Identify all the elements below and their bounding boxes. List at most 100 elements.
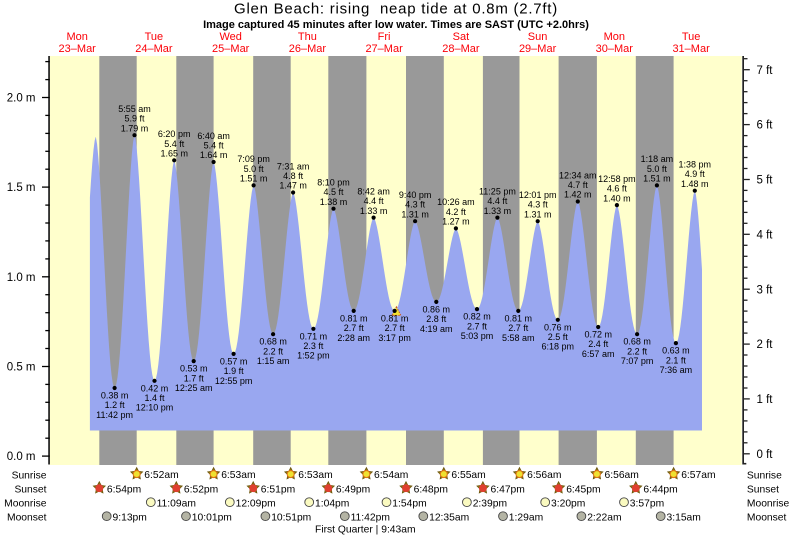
- svg-text:1.9 ft: 1.9 ft: [224, 366, 245, 376]
- svg-text:0.86 m: 0.86 m: [423, 304, 451, 314]
- svg-text:0.53 m: 0.53 m: [180, 364, 208, 374]
- svg-text:6:48pm: 6:48pm: [414, 484, 448, 495]
- svg-text:5 ft: 5 ft: [757, 175, 774, 187]
- svg-text:Sat: Sat: [453, 31, 470, 43]
- svg-text:1.64 m: 1.64 m: [200, 150, 228, 160]
- svg-text:1.48 m: 1.48 m: [681, 179, 709, 189]
- svg-text:2.7 ft: 2.7 ft: [344, 323, 365, 333]
- svg-text:Sunrise: Sunrise: [12, 470, 47, 481]
- svg-text:11:42 pm: 11:42 pm: [96, 410, 133, 420]
- svg-text:6:52pm: 6:52pm: [184, 484, 218, 495]
- svg-text:0.81 m: 0.81 m: [340, 313, 368, 323]
- svg-text:31–Mar: 31–Mar: [672, 43, 710, 55]
- svg-text:1:52 pm: 1:52 pm: [297, 351, 330, 361]
- svg-text:4:19 am: 4:19 am: [420, 324, 453, 334]
- svg-text:23–Mar: 23–Mar: [59, 43, 97, 55]
- svg-text:1:29am: 1:29am: [509, 512, 543, 523]
- svg-text:0.63 m: 0.63 m: [662, 346, 690, 356]
- svg-text:2.8 ft: 2.8 ft: [426, 314, 447, 324]
- svg-text:6:57 am: 6:57 am: [582, 349, 615, 359]
- svg-text:0.57 m: 0.57 m: [220, 356, 248, 366]
- svg-text:4.2 ft: 4.2 ft: [446, 207, 467, 217]
- svg-text:6:49pm: 6:49pm: [336, 484, 370, 495]
- svg-text:1.4 ft: 1.4 ft: [144, 393, 165, 403]
- svg-text:8:42 am: 8:42 am: [357, 186, 390, 196]
- svg-text:Sunset: Sunset: [747, 485, 779, 496]
- svg-text:6:53am: 6:53am: [221, 470, 255, 481]
- svg-text:6:51pm: 6:51pm: [261, 484, 295, 495]
- svg-text:4.3 ft: 4.3 ft: [405, 200, 426, 210]
- svg-text:6:20 pm: 6:20 pm: [158, 129, 191, 139]
- svg-text:2 ft: 2 ft: [757, 339, 774, 351]
- svg-text:Sunrise: Sunrise: [747, 470, 782, 481]
- svg-text:1.0 m: 1.0 m: [7, 272, 36, 284]
- svg-text:2.7 ft: 2.7 ft: [467, 321, 488, 331]
- svg-text:12:34 am: 12:34 am: [559, 170, 597, 180]
- svg-text:2.0 m: 2.0 m: [7, 93, 36, 105]
- svg-text:12:01 pm: 12:01 pm: [519, 190, 557, 200]
- svg-text:2.7 ft: 2.7 ft: [508, 323, 529, 333]
- svg-text:27–Mar: 27–Mar: [365, 43, 403, 55]
- svg-text:2:39pm: 2:39pm: [473, 498, 507, 509]
- svg-text:12:55 pm: 12:55 pm: [215, 376, 253, 386]
- svg-text:1:18 am: 1:18 am: [641, 154, 674, 164]
- svg-text:6:18 pm: 6:18 pm: [542, 342, 575, 352]
- svg-text:7:07 pm: 7:07 pm: [621, 356, 654, 366]
- svg-text:6:54pm: 6:54pm: [107, 484, 141, 495]
- svg-text:0.38 m: 0.38 m: [101, 391, 129, 401]
- svg-text:1.79 m: 1.79 m: [121, 123, 149, 133]
- svg-text:2.3 ft: 2.3 ft: [303, 341, 324, 351]
- svg-text:5:03 pm: 5:03 pm: [461, 331, 494, 341]
- svg-text:0.82 m: 0.82 m: [463, 312, 491, 322]
- svg-text:0 ft: 0 ft: [757, 449, 774, 461]
- svg-text:12:09pm: 12:09pm: [236, 498, 276, 509]
- svg-text:2.1 ft: 2.1 ft: [666, 355, 687, 365]
- svg-text:4.8 ft: 4.8 ft: [283, 171, 304, 181]
- svg-text:2:22am: 2:22am: [587, 512, 621, 523]
- svg-text:Fri: Fri: [378, 31, 391, 43]
- svg-text:1.65 m: 1.65 m: [160, 149, 188, 159]
- svg-text:1:04pm: 1:04pm: [315, 498, 349, 509]
- svg-text:9:13pm: 9:13pm: [113, 512, 147, 523]
- svg-text:3:17 pm: 3:17 pm: [378, 333, 411, 343]
- svg-text:9:40 pm: 9:40 pm: [399, 190, 432, 200]
- svg-text:10:01pm: 10:01pm: [192, 512, 232, 523]
- svg-text:8:10 pm: 8:10 pm: [317, 178, 350, 188]
- svg-text:0.0 m: 0.0 m: [7, 451, 36, 463]
- svg-text:5:55 am: 5:55 am: [118, 104, 151, 114]
- svg-text:1.33 m: 1.33 m: [360, 206, 388, 216]
- svg-text:4.6 ft: 4.6 ft: [607, 184, 628, 194]
- svg-text:25–Mar: 25–Mar: [212, 43, 250, 55]
- svg-text:12:25 am: 12:25 am: [175, 383, 213, 393]
- svg-text:5:58 am: 5:58 am: [502, 333, 535, 343]
- svg-text:0.68 m: 0.68 m: [623, 337, 651, 347]
- svg-text:Glen Beach: rising neap tide: Glen Beach: rising neap tide at 0.8m (2.…: [234, 0, 558, 17]
- svg-text:5.0 ft: 5.0 ft: [647, 164, 668, 174]
- svg-text:6:53am: 6:53am: [298, 470, 332, 481]
- svg-text:1.7 ft: 1.7 ft: [184, 373, 205, 383]
- svg-text:2.2 ft: 2.2 ft: [263, 346, 284, 356]
- svg-text:1.51 m: 1.51 m: [643, 174, 671, 184]
- svg-text:1.31 m: 1.31 m: [401, 209, 429, 219]
- svg-text:0.68 m: 0.68 m: [259, 337, 287, 347]
- svg-text:7:31 am: 7:31 am: [277, 161, 310, 171]
- svg-text:1.38 m: 1.38 m: [320, 197, 348, 207]
- svg-text:0.81 m: 0.81 m: [505, 313, 533, 323]
- svg-text:7 ft: 7 ft: [757, 65, 774, 77]
- svg-text:4.9 ft: 4.9 ft: [685, 169, 706, 179]
- svg-text:11:25 pm: 11:25 pm: [479, 186, 516, 196]
- svg-text:4 ft: 4 ft: [757, 229, 774, 241]
- svg-text:Tue: Tue: [145, 31, 164, 43]
- svg-text:6 ft: 6 ft: [757, 120, 774, 132]
- svg-text:4.4 ft: 4.4 ft: [487, 196, 508, 206]
- svg-text:Wed: Wed: [219, 31, 241, 43]
- svg-text:6:47pm: 6:47pm: [491, 484, 525, 495]
- svg-text:Moonrise: Moonrise: [747, 499, 790, 510]
- svg-text:24–Mar: 24–Mar: [135, 43, 173, 55]
- svg-text:3 ft: 3 ft: [757, 284, 774, 296]
- svg-text:10:51pm: 10:51pm: [271, 512, 311, 523]
- svg-text:1:15 am: 1:15 am: [257, 356, 290, 366]
- svg-text:1.2 ft: 1.2 ft: [105, 400, 126, 410]
- svg-text:Moonset: Moonset: [747, 513, 787, 524]
- svg-text:0.81 m: 0.81 m: [381, 313, 409, 323]
